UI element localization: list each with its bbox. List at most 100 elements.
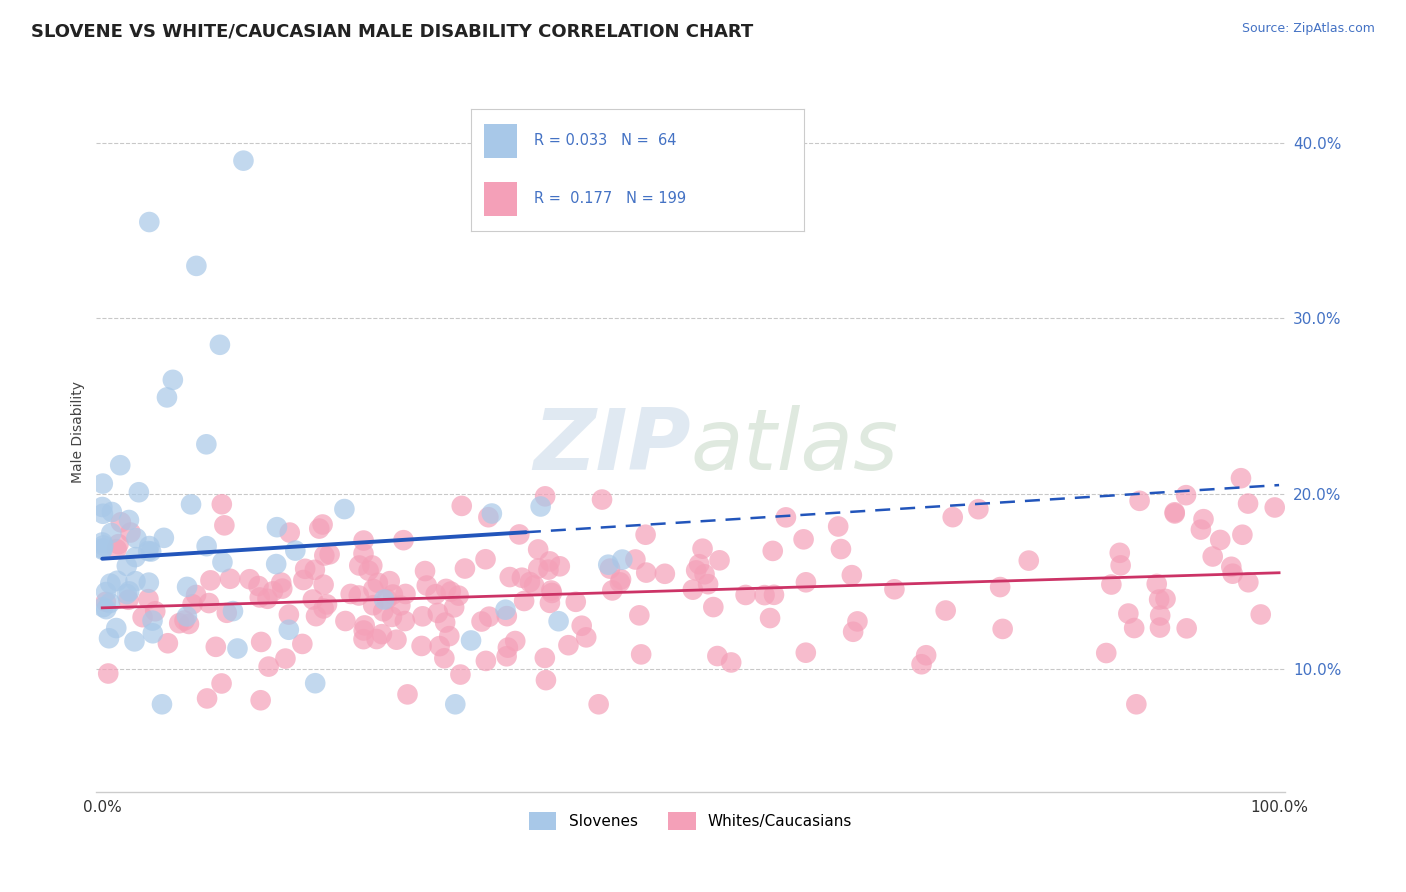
Point: [697, 577, 720, 591]
Point: [475, 654, 498, 668]
Point: [94, 585, 117, 599]
Point: [120, 525, 142, 540]
Point: [105, 621, 128, 635]
Point: [153, 531, 176, 545]
Point: [138, 539, 160, 553]
Point: [1108, 546, 1130, 560]
Point: [198, 596, 221, 610]
Point: [426, 606, 449, 620]
Point: [530, 500, 553, 514]
Point: [371, 627, 394, 641]
Point: [557, 638, 579, 652]
Point: [124, 550, 146, 565]
Point: [363, 582, 385, 596]
Point: [734, 588, 756, 602]
Point: [935, 603, 957, 617]
Point: [250, 635, 273, 649]
Point: [503, 634, 526, 648]
Point: [98, 576, 121, 591]
Point: [107, 537, 129, 551]
Point: [988, 580, 1011, 594]
Point: [195, 539, 218, 553]
Point: [630, 648, 652, 662]
Point: [195, 691, 218, 706]
Point: [447, 589, 470, 603]
Point: [575, 631, 598, 645]
Point: [636, 566, 658, 580]
Point: [138, 592, 160, 607]
Point: [720, 656, 742, 670]
Point: [262, 584, 284, 599]
Point: [394, 587, 416, 601]
Point: [239, 572, 262, 586]
Point: [534, 673, 557, 687]
Point: [523, 578, 546, 592]
Point: [1222, 566, 1244, 581]
Point: [115, 558, 138, 573]
Point: [173, 614, 195, 628]
Point: [314, 549, 336, 563]
Point: [449, 667, 471, 681]
Point: [373, 604, 395, 618]
Point: [105, 574, 128, 588]
Point: [366, 632, 388, 646]
Point: [335, 614, 357, 628]
Point: [842, 624, 865, 639]
Point: [693, 567, 716, 582]
Point: [115, 587, 138, 601]
Point: [353, 547, 375, 561]
Point: [97, 666, 120, 681]
Point: [125, 531, 148, 545]
Point: [277, 623, 299, 637]
Point: [915, 648, 938, 663]
Point: [598, 558, 620, 572]
Point: [1149, 621, 1171, 635]
Point: [141, 614, 163, 628]
Point: [1202, 549, 1225, 564]
Point: [793, 533, 815, 547]
Point: [495, 609, 517, 624]
Point: [481, 507, 503, 521]
Point: [830, 542, 852, 557]
Point: [1175, 488, 1198, 502]
Point: [439, 629, 461, 643]
Point: [1192, 512, 1215, 526]
Point: [688, 558, 710, 572]
Point: [702, 600, 724, 615]
Point: [548, 559, 571, 574]
Point: [353, 624, 375, 638]
Point: [942, 510, 965, 524]
Point: [385, 632, 408, 647]
Point: [628, 608, 651, 623]
Point: [142, 626, 165, 640]
Point: [709, 553, 731, 567]
Point: [413, 564, 436, 578]
Point: [117, 592, 139, 607]
Point: [312, 577, 335, 591]
Point: [264, 557, 287, 571]
Point: [277, 607, 299, 622]
Point: [841, 568, 863, 582]
Point: [527, 542, 550, 557]
Point: [180, 497, 202, 511]
Point: [373, 592, 395, 607]
Point: [211, 555, 233, 569]
Point: [304, 676, 326, 690]
Point: [353, 533, 375, 548]
Point: [454, 561, 477, 575]
Point: [610, 572, 633, 586]
Point: [443, 600, 465, 615]
Point: [1109, 558, 1132, 573]
Point: [211, 676, 233, 690]
Point: [794, 646, 817, 660]
Point: [533, 651, 555, 665]
Point: [318, 547, 340, 561]
Point: [537, 563, 560, 577]
Point: [565, 595, 588, 609]
Point: [654, 566, 676, 581]
Point: [208, 338, 231, 352]
Point: [302, 592, 325, 607]
Point: [547, 614, 569, 628]
Point: [292, 573, 315, 587]
Point: [1099, 577, 1122, 591]
